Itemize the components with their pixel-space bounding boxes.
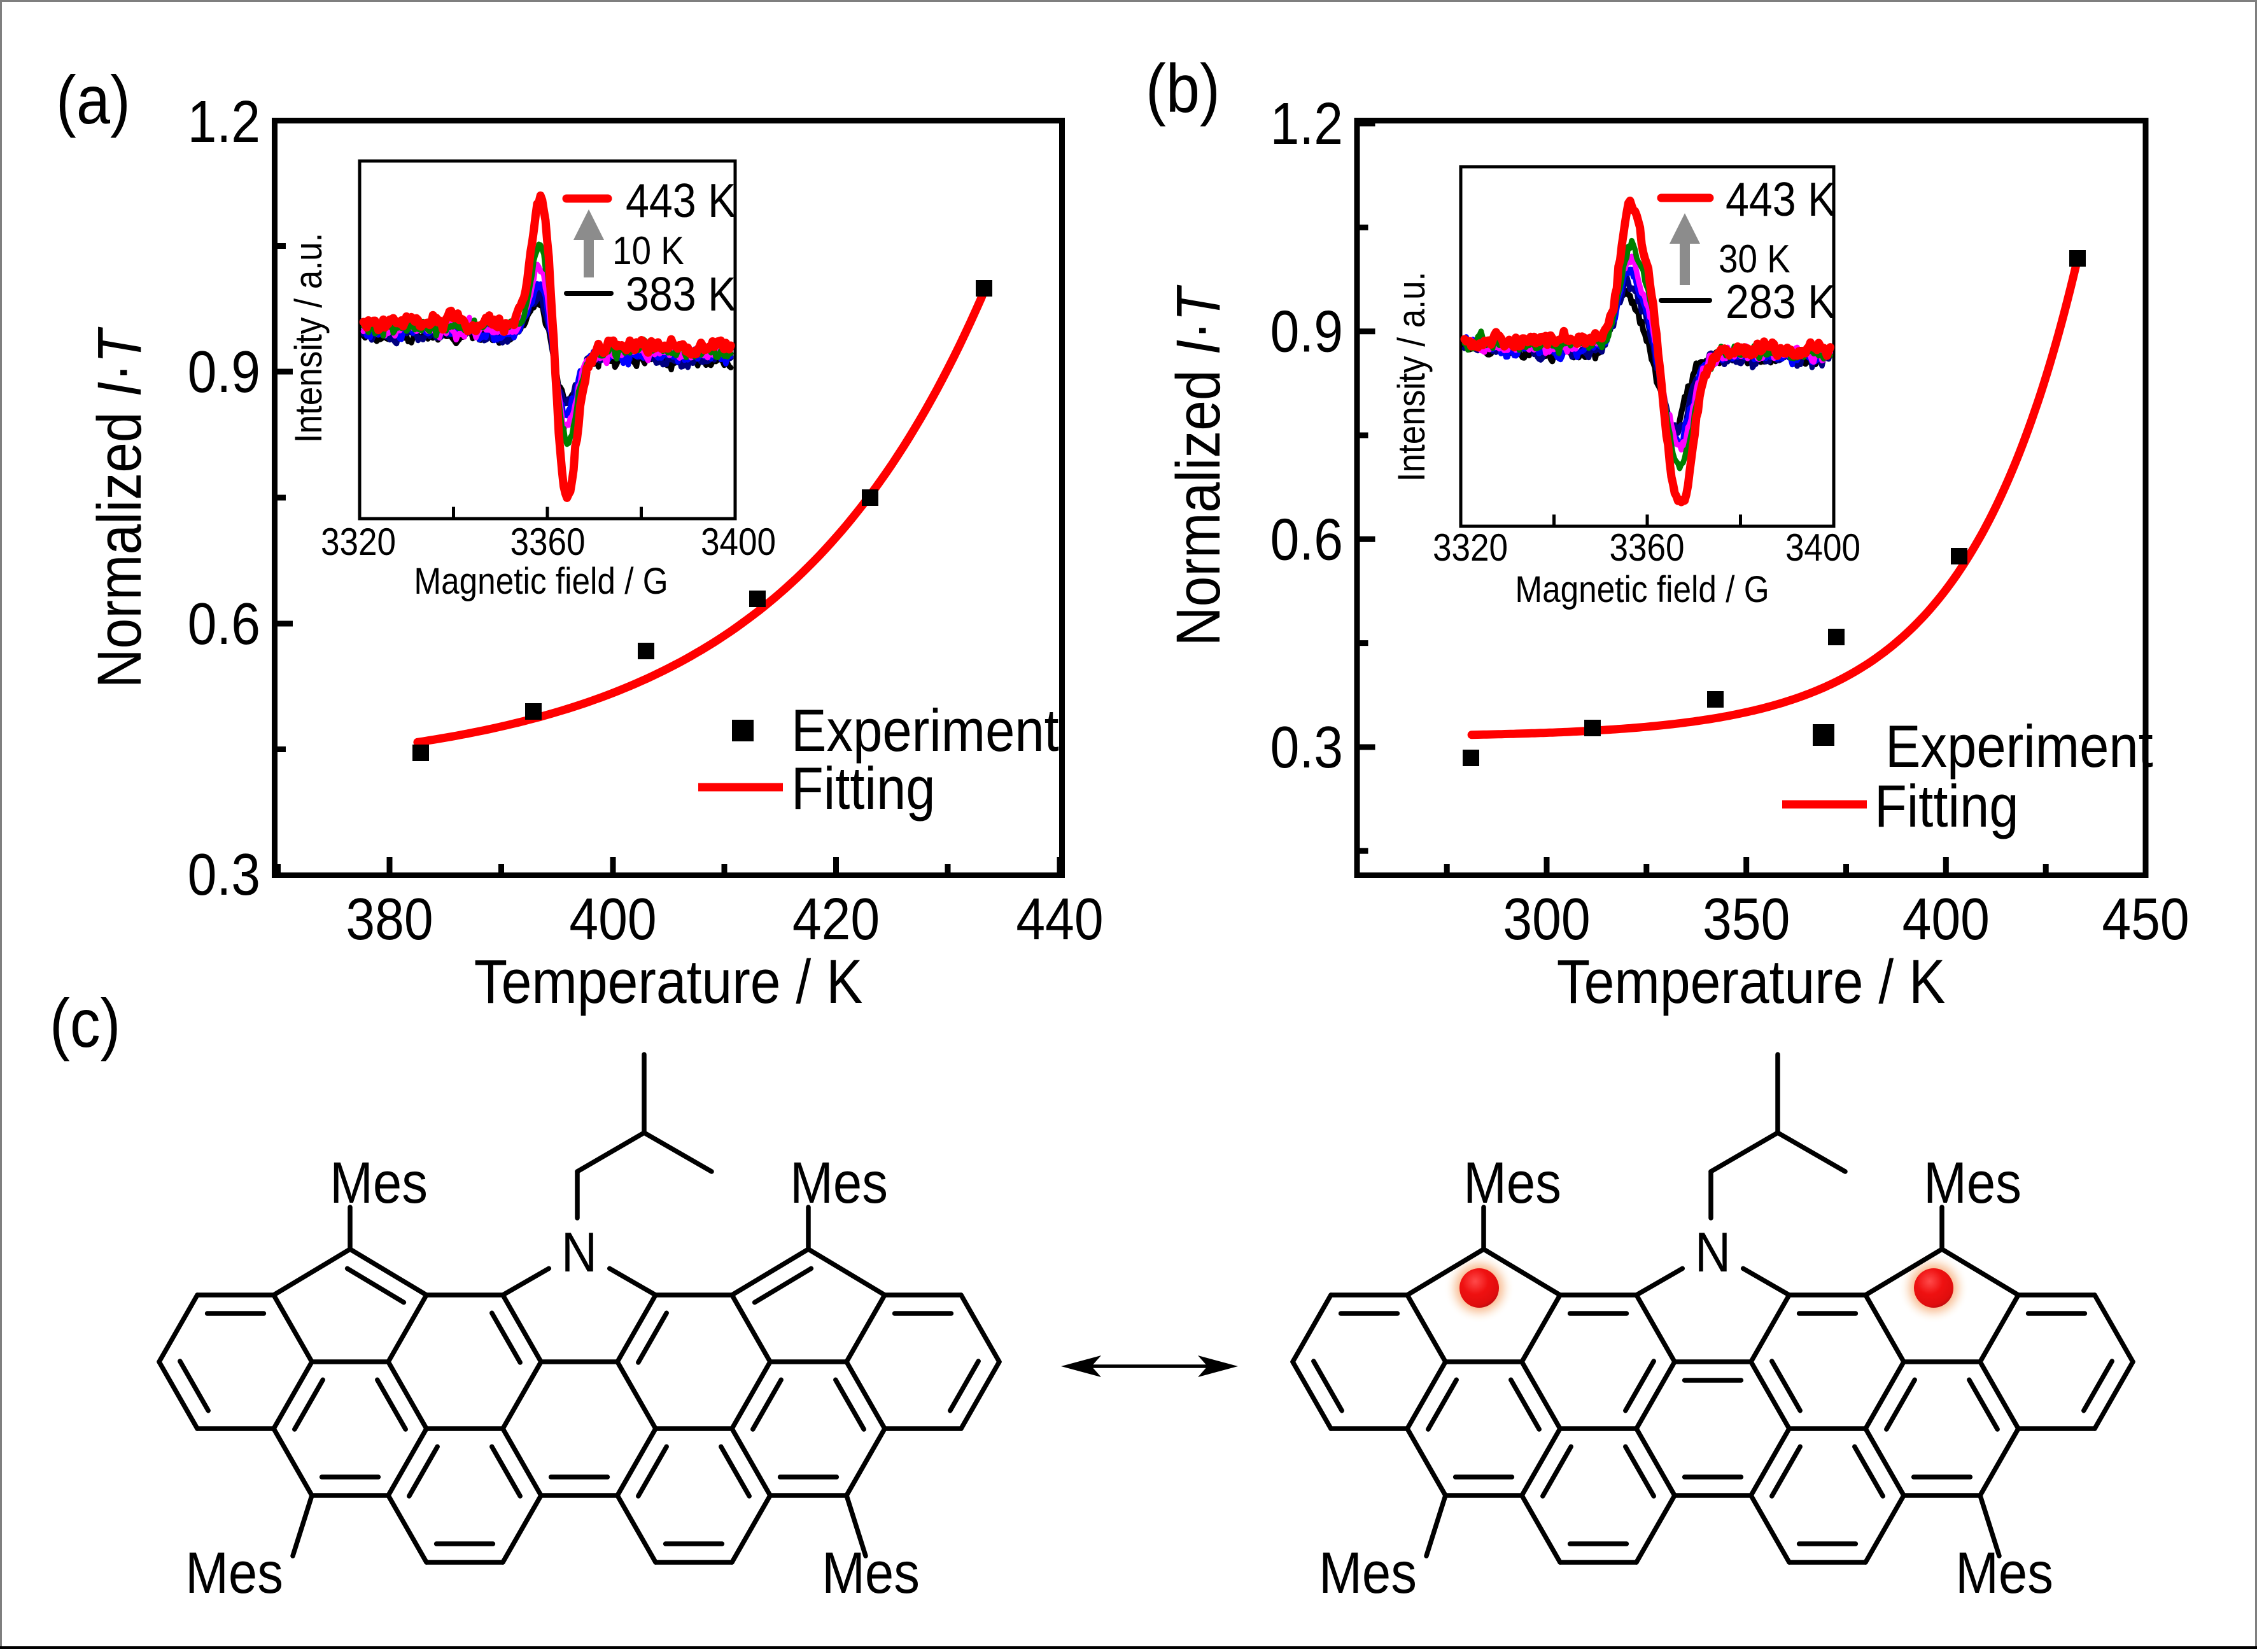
svg-text:0.3: 0.3 (1270, 714, 1343, 780)
svg-text:Normalized I·T: Normalized I·T (85, 326, 154, 688)
svg-text:Mes: Mes (1463, 1150, 1561, 1215)
svg-text:Experiment: Experiment (791, 697, 1059, 764)
svg-text:Fitting: Fitting (791, 755, 936, 822)
svg-text:Magnetic field / G: Magnetic field / G (1515, 568, 1769, 610)
svg-text:0.9: 0.9 (188, 339, 260, 405)
svg-text:30 K: 30 K (1719, 237, 1790, 281)
svg-text:440: 440 (1016, 886, 1103, 952)
svg-text:Temperature / K: Temperature / K (474, 948, 863, 1016)
svg-text:383 K: 383 K (626, 268, 736, 321)
svg-text:350: 350 (1703, 886, 1790, 952)
svg-text:300: 300 (1503, 886, 1590, 952)
svg-text:Mes: Mes (1319, 1540, 1417, 1606)
svg-text:Intensity / a.u.: Intensity / a.u. (1391, 272, 1433, 482)
svg-text:1.2: 1.2 (188, 88, 260, 155)
svg-text:Mes: Mes (330, 1150, 428, 1215)
svg-text:443 K: 443 K (626, 174, 736, 228)
svg-text:Normalized I·T: Normalized I·T (1164, 284, 1233, 646)
svg-text:0.9: 0.9 (1270, 298, 1343, 365)
svg-text:3360: 3360 (510, 521, 585, 564)
svg-text:Mes: Mes (185, 1540, 283, 1606)
svg-text:(b): (b) (1146, 50, 1220, 127)
svg-text:Magnetic field / G: Magnetic field / G (414, 560, 668, 602)
svg-text:0.3: 0.3 (188, 841, 260, 907)
svg-text:420: 420 (792, 886, 880, 952)
svg-text:Temperature / K: Temperature / K (1557, 948, 1946, 1016)
svg-text:Fitting: Fitting (1874, 773, 2019, 839)
svg-text:380: 380 (346, 886, 433, 952)
svg-text:450: 450 (2102, 886, 2189, 952)
svg-text:0.6: 0.6 (188, 591, 260, 657)
svg-text:3400: 3400 (1785, 527, 1860, 570)
svg-text:Mes: Mes (790, 1150, 888, 1215)
svg-text:1.2: 1.2 (1270, 90, 1343, 157)
svg-text:0.6: 0.6 (1270, 507, 1343, 573)
svg-text:N: N (561, 1221, 597, 1284)
svg-text:400: 400 (569, 886, 656, 952)
svg-text:Mes: Mes (1923, 1150, 2021, 1215)
svg-text:Mes: Mes (822, 1540, 920, 1606)
svg-text:Intensity / a.u.: Intensity / a.u. (288, 233, 330, 443)
svg-text:3320: 3320 (321, 521, 396, 564)
svg-text:(c): (c) (50, 985, 120, 1062)
svg-text:3360: 3360 (1609, 527, 1684, 570)
svg-text:N: N (1695, 1221, 1731, 1284)
svg-text:10 K: 10 K (612, 229, 684, 273)
svg-text:3320: 3320 (1433, 527, 1508, 570)
svg-text:443 K: 443 K (1726, 173, 1836, 227)
svg-text:3400: 3400 (701, 521, 776, 564)
svg-text:400: 400 (1902, 886, 1990, 952)
svg-text:Mes: Mes (1955, 1540, 2053, 1606)
svg-text:Experiment: Experiment (1885, 713, 2153, 780)
svg-text:(a): (a) (56, 62, 130, 139)
svg-text:283 K: 283 K (1726, 276, 1836, 329)
